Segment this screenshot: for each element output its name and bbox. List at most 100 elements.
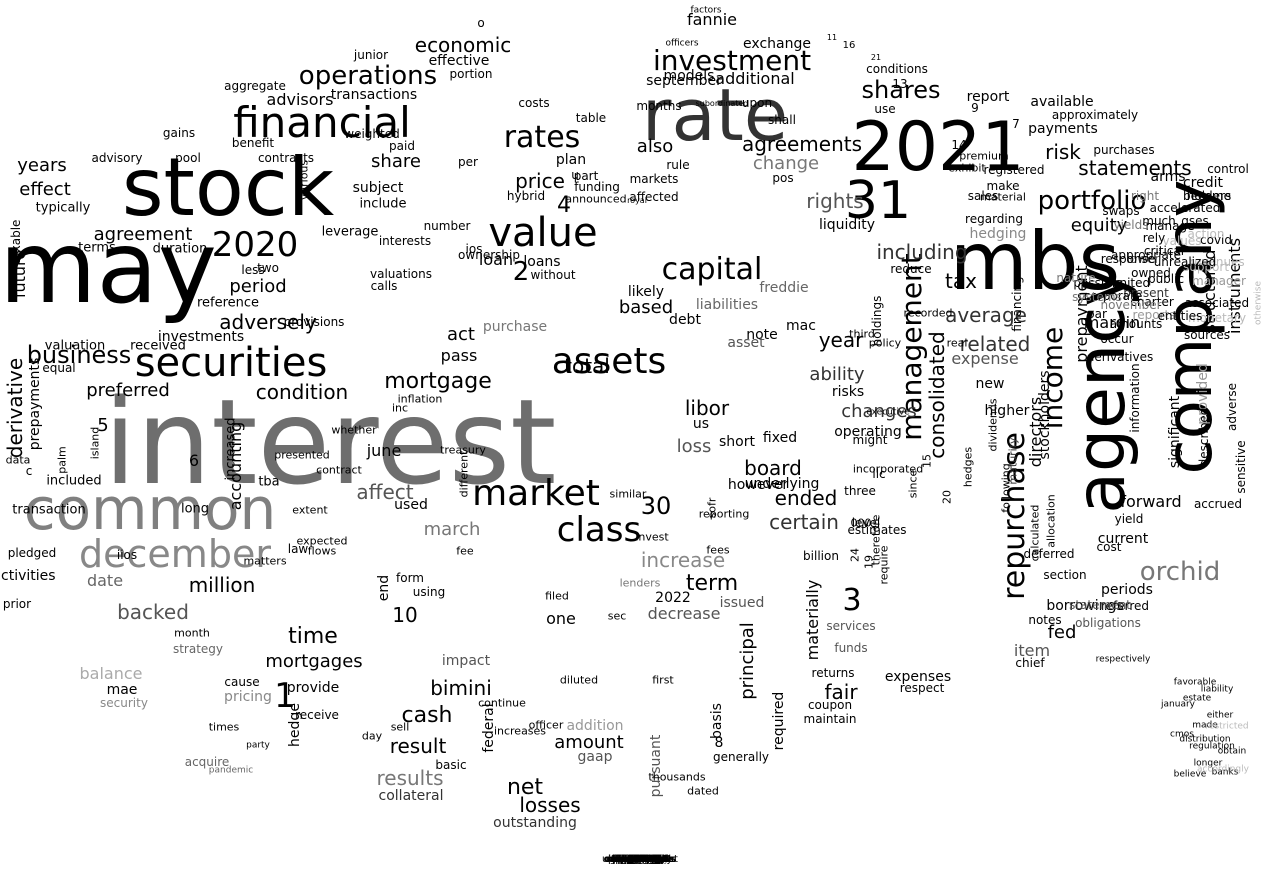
cloud-word: days [628, 854, 652, 865]
cloud-word: low [631, 854, 649, 865]
cloud-word: counterparty [607, 854, 673, 865]
cloud-word: retained [619, 854, 661, 865]
cloud-word: calls [370, 279, 398, 293]
cloud-word: performance [607, 854, 673, 865]
cloud-word: increases [493, 724, 547, 738]
cloud-word: made [1192, 720, 1218, 731]
cloud-word: inflation [397, 392, 443, 406]
cloud-word: debt [669, 312, 701, 328]
cloud-word: pay [630, 854, 650, 865]
cloud-word: flows [307, 544, 337, 558]
cloud-word: presented [274, 448, 330, 462]
cloud-word: 60 [633, 854, 647, 865]
cloud-word: current [1097, 531, 1149, 547]
cloud-word: vary [628, 854, 652, 865]
cloud-word: announced [565, 192, 627, 206]
cloud-word: matters [243, 554, 287, 568]
cloud-word: deferred [1023, 547, 1075, 561]
cloud-word: sensitive [1234, 440, 1248, 494]
cloud-word: owned [1131, 266, 1171, 280]
cloud-word: available [1030, 94, 1094, 110]
cloud-word: o [477, 16, 485, 30]
cloud-word: table [575, 111, 607, 125]
cloud-word: paid [389, 139, 415, 153]
cloud-word: date [86, 571, 124, 590]
cloud-word: model [624, 854, 656, 865]
cloud-word: curve [625, 854, 655, 865]
cloud-word: 5 [97, 415, 109, 436]
cloud-word: provisions [283, 315, 345, 329]
cloud-word: trading [622, 854, 658, 865]
cloud-word: states [624, 854, 656, 865]
cloud-word: segment [618, 854, 662, 865]
cloud-word: critical [1143, 244, 1185, 258]
cloud-word: approximately [1051, 108, 1139, 122]
cloud-word: agreement [93, 224, 193, 245]
cloud-word: thousands [648, 770, 706, 784]
cloud-word: 23 [633, 854, 647, 865]
cloud-word: related [959, 332, 1031, 356]
cloud-word: annual [622, 854, 658, 865]
cloud-word: board [744, 456, 802, 480]
cloud-word: part [573, 169, 599, 183]
cloud-word: estimates [847, 523, 907, 537]
cloud-word: mbs [949, 215, 1121, 308]
cloud-word: yield [1114, 512, 1144, 526]
cloud-word: support [1182, 260, 1230, 274]
cloud-word: palm [55, 446, 69, 474]
cloud-word: borrowing [614, 854, 666, 865]
cloud-word: transition [616, 854, 664, 865]
cloud-word: negatively [613, 854, 667, 865]
cloud-word: regarding [965, 212, 1023, 226]
cloud-word: u [571, 168, 579, 182]
cloud-word: transaction [12, 502, 86, 518]
cloud-word: risks [831, 384, 865, 400]
cloud-word: futures [622, 854, 658, 865]
cloud-word: expense [951, 349, 1019, 368]
cloud-word: fixed [762, 430, 798, 446]
cloud-word: section [1043, 568, 1087, 582]
cloud-word: combined [615, 854, 665, 865]
cloud-word: property [618, 854, 662, 865]
cloud-word: equivalents [610, 854, 670, 865]
cloud-word: framework [613, 854, 667, 865]
cloud-word: restricted [1205, 721, 1249, 732]
cloud-word: ii [637, 854, 643, 865]
cloud-word: transactions [330, 87, 418, 103]
cloud-word: price [515, 169, 565, 193]
cloud-word: effective [428, 53, 490, 69]
cloud-word: 69 [633, 854, 647, 865]
cloud-word: described [1197, 407, 1211, 467]
cloud-word: billion [803, 549, 839, 563]
cloud-word: events [623, 854, 657, 865]
cloud-word: sufficient [617, 854, 663, 865]
cloud-word: materially [803, 579, 822, 661]
cloud-word: per [458, 155, 478, 169]
cloud-word: manager [1192, 274, 1246, 288]
cloud-word: services [826, 619, 876, 633]
cloud-word: presents [618, 854, 662, 865]
cloud-word: fee [456, 544, 474, 558]
cloud-word: bctii [629, 854, 651, 865]
cloud-word: investment [652, 44, 812, 77]
cloud-word: changes [841, 401, 917, 422]
cloud-word: officers [665, 38, 699, 49]
cloud-word: information [1128, 363, 1142, 433]
cloud-word: segments [615, 854, 665, 865]
cloud-word: three [844, 484, 876, 498]
cloud-word: balance [79, 664, 143, 683]
cloud-word: continue [478, 696, 526, 710]
cloud-word: prevailing [615, 854, 665, 865]
cloud-word: impacted [616, 854, 664, 865]
cloud-word: financial [233, 98, 411, 147]
cloud-word: notes [1028, 613, 1062, 627]
cloud-word: adopted [619, 854, 661, 865]
cloud-word: action [1187, 227, 1225, 241]
cloud-word: generally [712, 750, 770, 764]
cloud-word: executive [866, 407, 910, 418]
cloud-word: results [376, 766, 444, 790]
cloud-word: associated [1184, 296, 1250, 310]
cloud-word: counterparties [603, 854, 677, 865]
cloud-word: contract [316, 463, 362, 477]
